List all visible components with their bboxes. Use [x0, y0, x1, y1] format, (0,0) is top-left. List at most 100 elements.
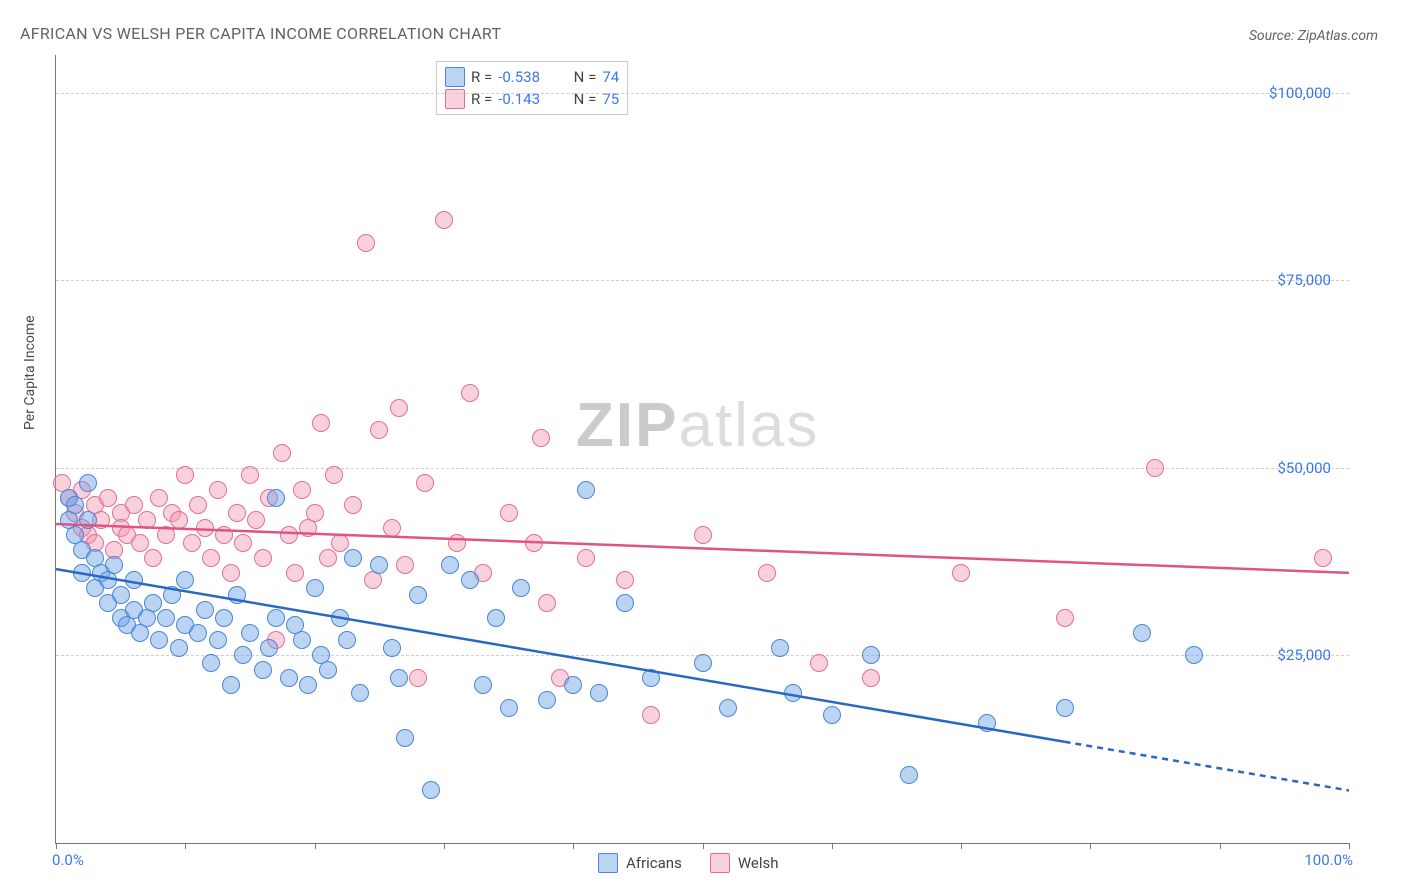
africans-point	[125, 571, 143, 589]
africans-point	[409, 586, 427, 604]
welsh-point	[577, 549, 595, 567]
welsh-point	[1314, 549, 1332, 567]
x-tick	[1349, 843, 1350, 849]
africans-point	[577, 481, 595, 499]
legend-row-welsh: R = -0.143 N = 75	[445, 88, 619, 110]
africans-point	[487, 609, 505, 627]
x-tick	[56, 843, 57, 849]
africans-point	[338, 631, 356, 649]
africans-point	[616, 594, 634, 612]
x-tick	[703, 843, 704, 849]
y-tick-label: $75,000	[1277, 271, 1331, 289]
legend-item-africans: Africans	[598, 853, 682, 873]
legend-swatch	[598, 853, 618, 873]
africans-point	[150, 631, 168, 649]
welsh-point	[306, 504, 324, 522]
africans-point	[189, 624, 207, 642]
watermark: ZIPatlas	[576, 390, 819, 461]
x-tick	[185, 843, 186, 849]
welsh-point	[642, 706, 660, 724]
africans-point	[202, 654, 220, 672]
africans-point	[1056, 699, 1074, 717]
x-tick	[444, 843, 445, 849]
africans-point	[260, 639, 278, 657]
africans-point	[474, 676, 492, 694]
africans-point	[319, 661, 337, 679]
welsh-point	[538, 594, 556, 612]
africans-point	[390, 669, 408, 687]
africans-point	[900, 766, 918, 784]
africans-point	[280, 669, 298, 687]
africans-point	[267, 609, 285, 627]
y-axis-label: Per Capita Income	[22, 315, 38, 430]
welsh-point	[319, 549, 337, 567]
welsh-point	[357, 234, 375, 252]
welsh-point	[370, 421, 388, 439]
welsh-point	[293, 481, 311, 499]
africans-point	[862, 646, 880, 664]
africans-point	[823, 706, 841, 724]
welsh-point	[228, 504, 246, 522]
welsh-point	[144, 549, 162, 567]
welsh-point	[183, 534, 201, 552]
africans-point	[512, 579, 530, 597]
africans-point	[370, 556, 388, 574]
welsh-point	[952, 564, 970, 582]
welsh-point	[189, 496, 207, 514]
welsh-point	[222, 564, 240, 582]
africans-point	[234, 646, 252, 664]
welsh-point	[131, 534, 149, 552]
legend-label: Welsh	[738, 854, 779, 872]
welsh-point	[383, 519, 401, 537]
welsh-point	[500, 504, 518, 522]
africans-point	[157, 609, 175, 627]
x-tick	[961, 843, 962, 849]
series-legend: Africans Welsh	[598, 853, 778, 873]
africans-point	[1133, 624, 1151, 642]
correlation-legend: R = -0.538 N = 74 R = -0.143 N = 75	[436, 61, 628, 115]
welsh-point	[150, 489, 168, 507]
source-attribution: Source: ZipAtlas.com	[1249, 28, 1378, 44]
welsh-point	[312, 414, 330, 432]
welsh-point	[331, 534, 349, 552]
welsh-point	[234, 534, 252, 552]
africans-point	[196, 601, 214, 619]
gridline	[56, 280, 1349, 281]
welsh-point	[862, 669, 880, 687]
welsh-point	[448, 534, 466, 552]
welsh-point	[525, 534, 543, 552]
welsh-point	[209, 481, 227, 499]
welsh-point	[157, 526, 175, 544]
welsh-point	[325, 466, 343, 484]
africans-point	[642, 669, 660, 687]
welsh-point	[532, 429, 550, 447]
legend-n-value: 74	[602, 68, 619, 86]
y-tick-label: $25,000	[1277, 646, 1331, 664]
y-tick-label: $100,000	[1269, 84, 1331, 102]
legend-swatch	[445, 67, 465, 87]
regression-lines	[56, 55, 1349, 843]
welsh-point	[810, 654, 828, 672]
africans-point	[215, 609, 233, 627]
africans-point	[590, 684, 608, 702]
africans-point	[228, 586, 246, 604]
legend-n-label: N =	[574, 68, 597, 86]
legend-r-value: -0.538	[498, 68, 554, 86]
africans-point	[694, 654, 712, 672]
africans-point	[306, 579, 324, 597]
africans-point	[267, 489, 285, 507]
africans-point	[383, 639, 401, 657]
welsh-point	[170, 511, 188, 529]
africans-point	[176, 571, 194, 589]
welsh-point	[280, 526, 298, 544]
chart-title: AFRICAN VS WELSH PER CAPITA INCOME CORRE…	[20, 24, 501, 43]
africans-point	[170, 639, 188, 657]
legend-row-africans: R = -0.538 N = 74	[445, 66, 619, 88]
africans-point	[79, 511, 97, 529]
y-tick-label: $50,000	[1277, 459, 1331, 477]
africans-point	[254, 661, 272, 679]
welsh-point	[125, 496, 143, 514]
africans-point	[538, 691, 556, 709]
africans-point	[331, 609, 349, 627]
welsh-point	[409, 669, 427, 687]
